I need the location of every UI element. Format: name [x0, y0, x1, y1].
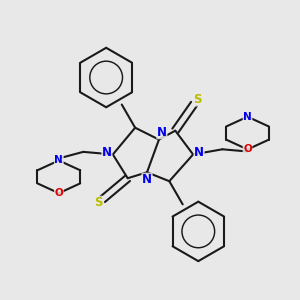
Text: N: N — [102, 146, 112, 160]
Text: O: O — [243, 144, 252, 154]
Text: S: S — [94, 196, 103, 209]
Text: N: N — [157, 126, 167, 139]
Text: O: O — [55, 188, 63, 198]
Text: N: N — [55, 155, 63, 166]
Text: N: N — [194, 146, 204, 160]
Text: S: S — [193, 93, 202, 106]
Text: N: N — [142, 173, 152, 186]
Text: N: N — [243, 112, 252, 122]
